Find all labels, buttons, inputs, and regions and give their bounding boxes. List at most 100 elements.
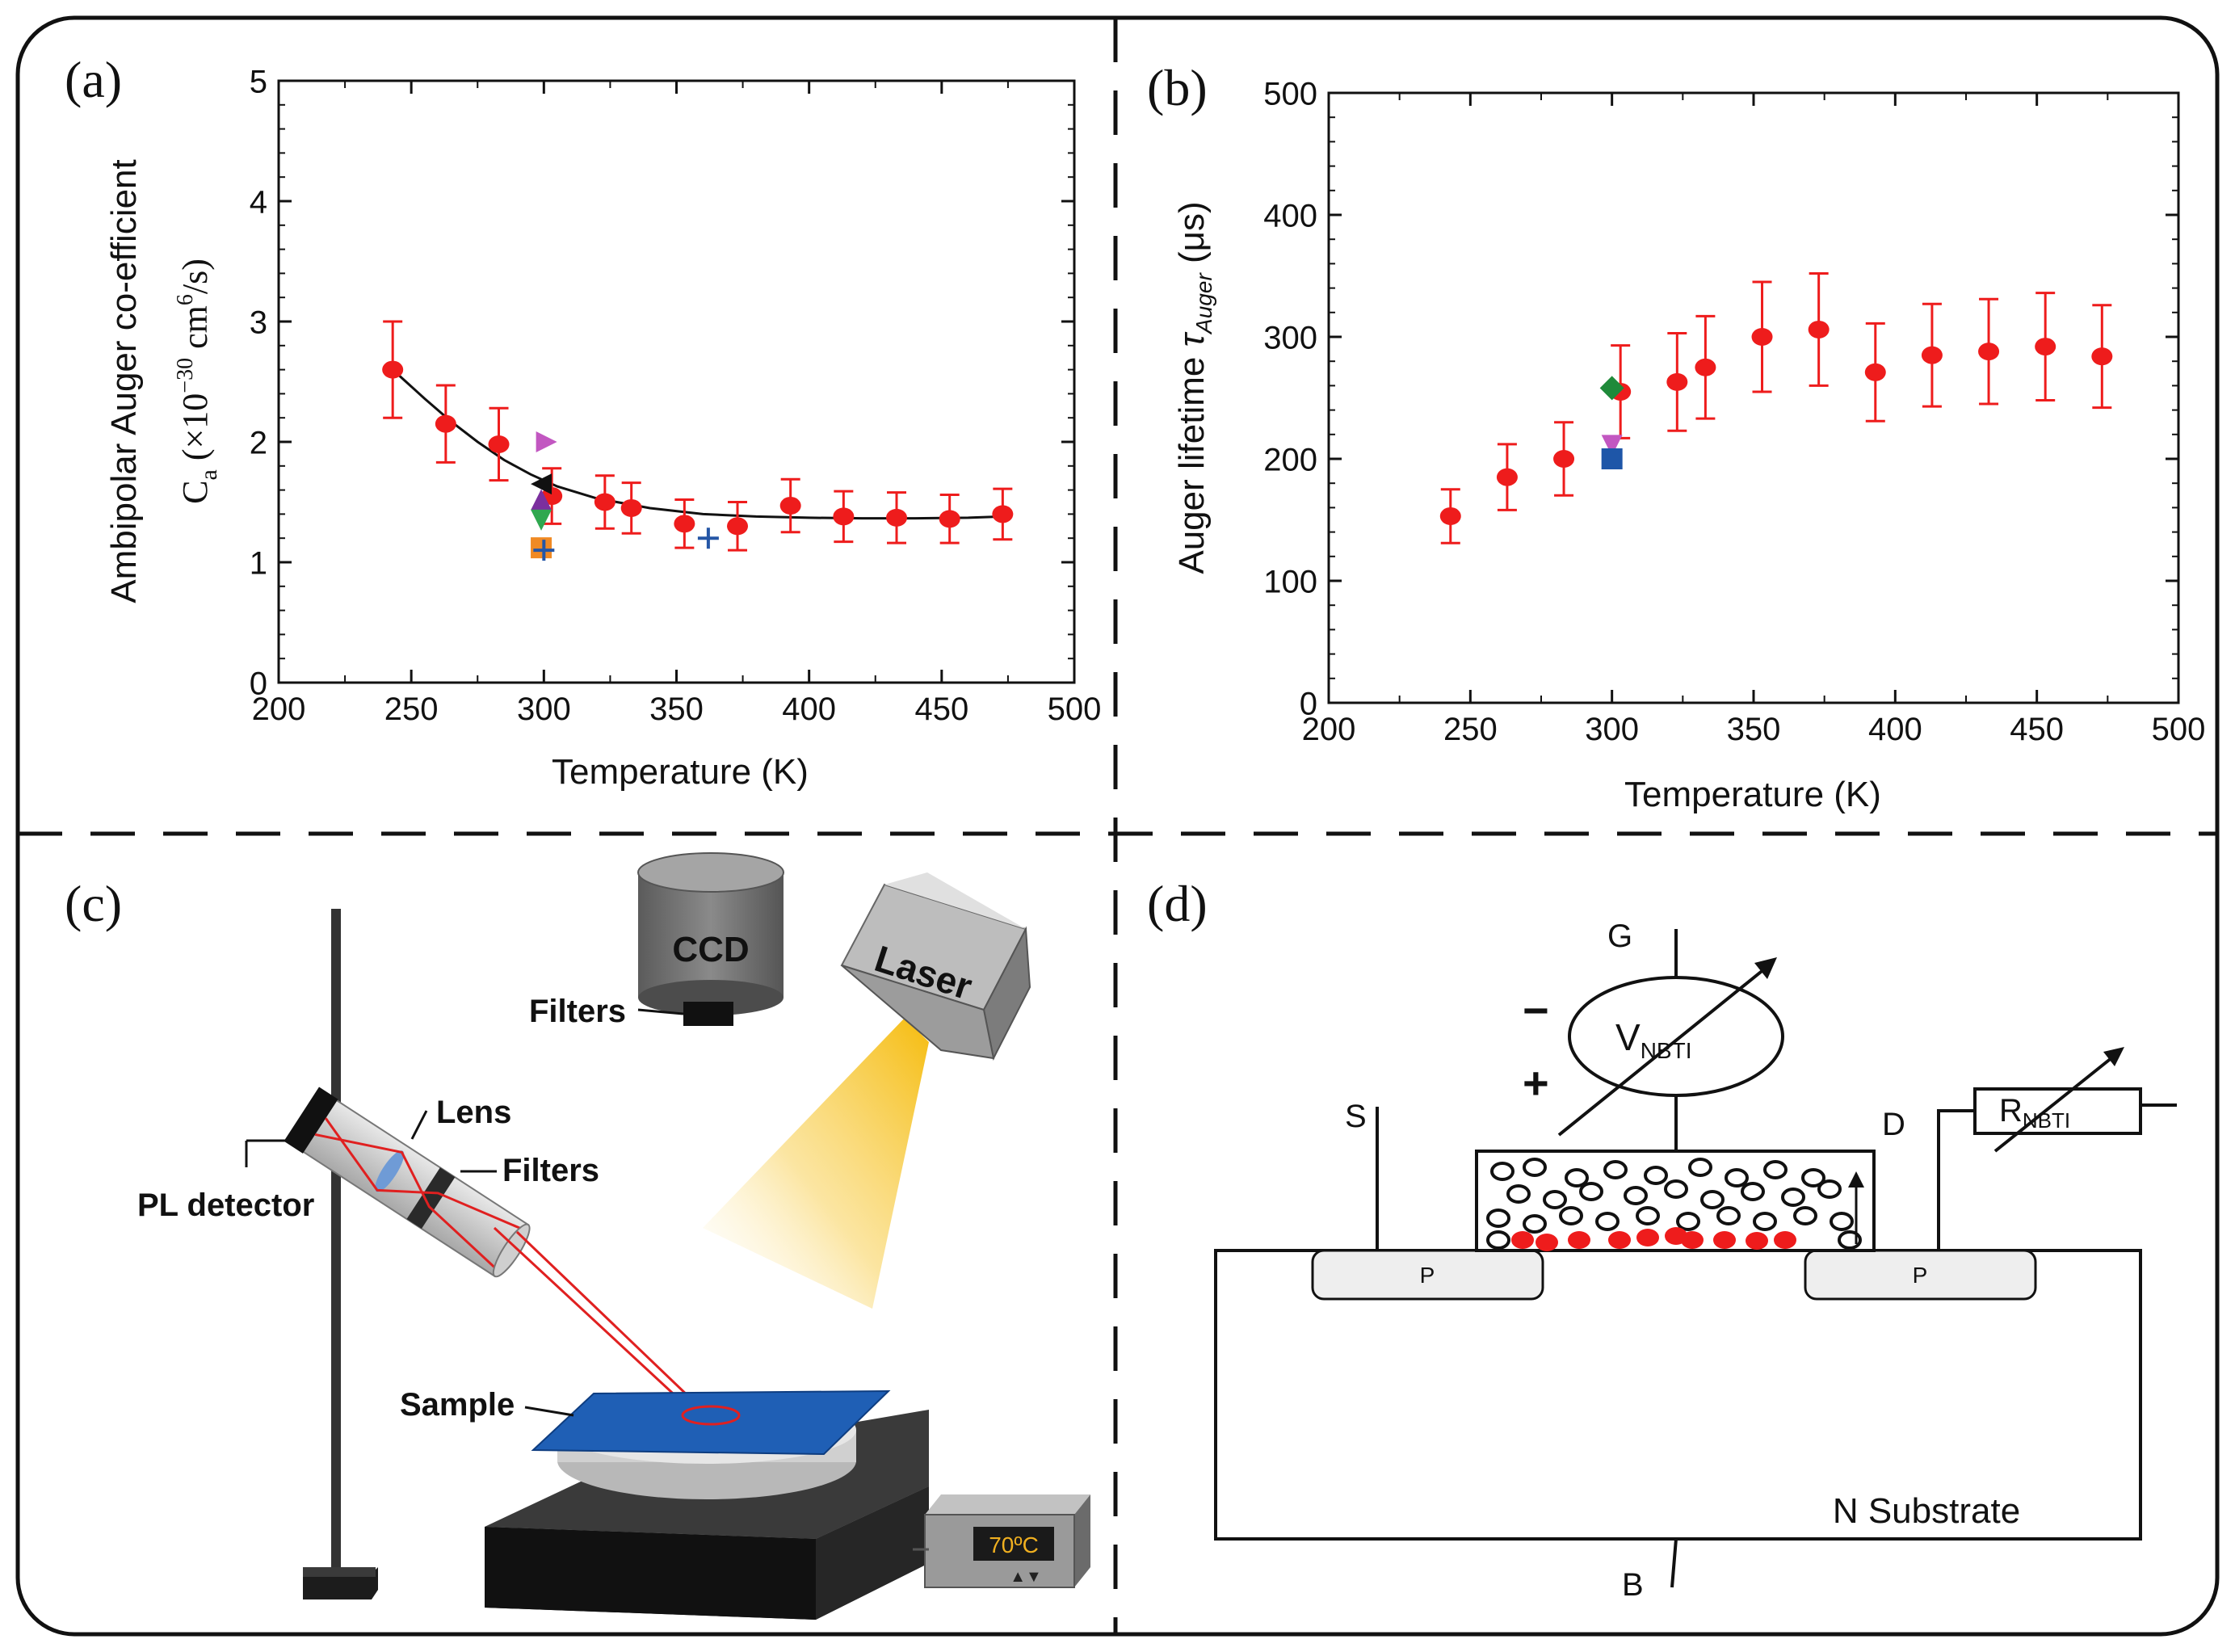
x-tick-label: 500 (2152, 712, 2206, 747)
y-tick-label: 400 (1263, 198, 1317, 233)
ylabel-b-sub: Auger (1191, 272, 1216, 335)
chart-a-ylabel-line2: Ca (×10−30 cm6/s) (173, 259, 222, 504)
x-tick-label: 300 (1585, 712, 1639, 747)
hole-particle (1781, 1188, 1805, 1207)
data-point (1808, 320, 1830, 338)
data-point (1553, 450, 1575, 468)
reference-point (531, 509, 552, 531)
p-well-right (1804, 1249, 2037, 1301)
rnbti-main: R (1999, 1093, 2023, 1129)
temperature-display: 70ºC (989, 1532, 1039, 1557)
body-terminal (1670, 1538, 1678, 1588)
drain-terminal (1937, 1109, 1975, 1251)
p-right-label: P (1913, 1263, 1928, 1288)
x-tick-label: 350 (649, 691, 704, 727)
stand-base-top (303, 1567, 376, 1577)
laser-glow (703, 1018, 929, 1309)
oxide-particles (1486, 1158, 1862, 1251)
trapped-charge (1713, 1231, 1736, 1249)
lens-leader (410, 1110, 428, 1140)
nbti-device-diagram: P P N Substrate S D G B VNBTI − + RNBTI (1214, 918, 2177, 1603)
x-tick-label: 500 (1048, 691, 1102, 727)
hole-particle (1830, 1212, 1854, 1231)
pl-detector-tube (284, 1087, 531, 1278)
ccd-camera: CCD (637, 852, 784, 1026)
source-label: S (1345, 1099, 1367, 1134)
reference-point (536, 431, 557, 452)
y-tick-label: 2 (250, 425, 267, 460)
laser-source: Laser (840, 872, 1031, 1061)
reference-point (1599, 376, 1624, 401)
controller-buttons: ▲▼ (1010, 1568, 1042, 1586)
oxide-arrow-head (1848, 1171, 1864, 1188)
y-tick-label: 300 (1263, 320, 1317, 355)
hole-particle (1664, 1179, 1688, 1199)
y-tick-label: 1 (250, 545, 267, 581)
trapped-charge (1774, 1231, 1796, 1249)
data-point (488, 435, 510, 453)
stand-pole (331, 909, 341, 1591)
y-tick-label: 100 (1263, 564, 1317, 599)
hole-particle (1700, 1190, 1725, 1209)
reference-point (1601, 435, 1623, 456)
sample-label: Sample (400, 1387, 515, 1423)
ylabel-a-suffix: /s) (175, 259, 215, 294)
hole-particle (1801, 1168, 1825, 1188)
hole-particle (1559, 1206, 1583, 1225)
data-point (833, 507, 855, 526)
hole-particle (1595, 1212, 1620, 1231)
reference-point (531, 473, 552, 495)
trapped-charge (1536, 1234, 1558, 1251)
rnbti-arrow-head (2103, 1047, 2124, 1066)
p-left-label: P (1420, 1263, 1435, 1288)
data-point (1439, 507, 1461, 525)
ylabel-b-prefix: Auger lifetime (1172, 347, 1212, 574)
body-label: B (1622, 1567, 1644, 1603)
hole-particle (1579, 1182, 1603, 1201)
ccd-label: CCD (672, 930, 749, 969)
reference-point (533, 540, 555, 561)
y-tick-label: 4 (250, 184, 267, 220)
hole-particle (1817, 1179, 1842, 1199)
data-point (435, 414, 456, 433)
hole-particle (1543, 1190, 1567, 1209)
data-point (1864, 363, 1886, 381)
hole-particle (1763, 1160, 1788, 1179)
trapped-charge (1568, 1231, 1590, 1249)
panel-label-a: (a) (65, 51, 122, 108)
hole-particle (1793, 1206, 1817, 1225)
data-point (1666, 372, 1688, 391)
filters-top-leader (637, 1008, 684, 1015)
minus-sign: − (1523, 985, 1549, 1036)
y-tick-label: 5 (250, 64, 267, 99)
x-tick-label: 250 (384, 691, 439, 727)
reference-point (697, 528, 719, 549)
filters-label: Filters (502, 1153, 599, 1188)
hole-particle (1486, 1209, 1510, 1228)
ylabel-a-prefix: C (175, 481, 215, 504)
chart-b-ylabel: Auger lifetime τAuger (μs) (1172, 201, 1216, 574)
hole-particle (1624, 1186, 1648, 1205)
pl-beam (493, 1226, 712, 1419)
hole-particle (1603, 1160, 1628, 1179)
x-tick-label: 450 (914, 691, 968, 727)
data-point (779, 496, 801, 515)
data-point (382, 360, 404, 379)
hole-particle (1636, 1206, 1660, 1225)
hole-particle (1716, 1206, 1741, 1225)
vnbti-main: V (1615, 1016, 1641, 1058)
data-point (2035, 338, 2056, 356)
hole-particle (1753, 1212, 1777, 1231)
data-point (886, 508, 908, 527)
panel-label-d: (d) (1147, 875, 1208, 932)
hole-particle (1725, 1168, 1749, 1188)
hole-particle (1490, 1162, 1515, 1181)
trapped-charge (1746, 1232, 1768, 1250)
data-point (939, 510, 960, 528)
sample-leader (524, 1406, 574, 1417)
plus-sign: + (1523, 1057, 1549, 1108)
rnbti-arrow (1993, 1053, 2118, 1153)
hole-particle (1486, 1230, 1510, 1250)
ylabel-a-unit: cm (175, 305, 215, 358)
